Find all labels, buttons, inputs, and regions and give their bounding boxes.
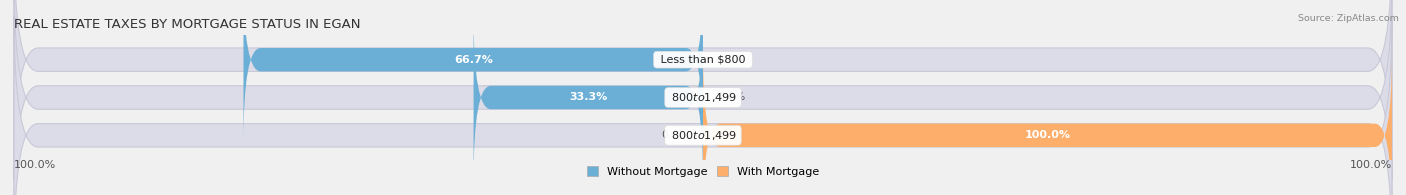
Text: $800 to $1,499: $800 to $1,499 [668, 129, 738, 142]
Text: 100.0%: 100.0% [14, 160, 56, 170]
FancyBboxPatch shape [703, 52, 1392, 195]
Legend: Without Mortgage, With Mortgage: Without Mortgage, With Mortgage [588, 166, 818, 177]
Text: Less than $800: Less than $800 [657, 55, 749, 65]
Text: 0.0%: 0.0% [717, 92, 745, 103]
Text: 33.3%: 33.3% [569, 92, 607, 103]
FancyBboxPatch shape [14, 15, 1392, 195]
Text: $800 to $1,499: $800 to $1,499 [668, 91, 738, 104]
FancyBboxPatch shape [474, 15, 703, 180]
FancyBboxPatch shape [14, 0, 1392, 180]
Text: 100.0%: 100.0% [1350, 160, 1392, 170]
Text: 0.0%: 0.0% [717, 55, 745, 65]
Text: 100.0%: 100.0% [1025, 130, 1070, 140]
Text: REAL ESTATE TAXES BY MORTGAGE STATUS IN EGAN: REAL ESTATE TAXES BY MORTGAGE STATUS IN … [14, 18, 360, 31]
Text: 0.0%: 0.0% [661, 130, 689, 140]
FancyBboxPatch shape [14, 0, 1392, 195]
Text: Source: ZipAtlas.com: Source: ZipAtlas.com [1298, 14, 1399, 23]
Text: 66.7%: 66.7% [454, 55, 492, 65]
FancyBboxPatch shape [243, 0, 703, 143]
